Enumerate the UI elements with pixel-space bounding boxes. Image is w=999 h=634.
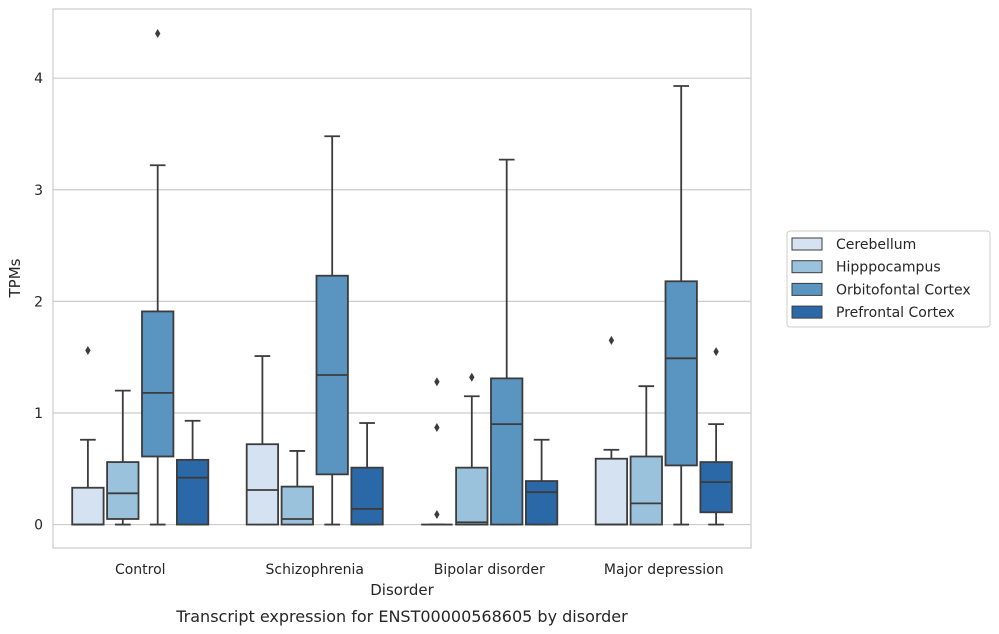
box-body <box>490 377 524 526</box>
outlier-point <box>469 372 475 382</box>
y-axis-title: TPMs <box>6 258 24 298</box>
x-axis-title: Disorder <box>370 581 434 599</box>
x-tick-label: Bipolar disorder <box>434 562 545 578</box>
box-2-0 <box>141 29 175 526</box>
box-body <box>141 310 175 458</box>
box-plots <box>71 29 733 526</box>
box-body <box>594 457 629 526</box>
legend-swatch <box>791 237 823 251</box>
box-1-1 <box>280 450 314 526</box>
box-3-2 <box>524 438 559 526</box>
box-body <box>455 466 489 526</box>
box-0-1 <box>245 355 280 526</box>
y-tick-labels: 0 1 2 3 4 <box>34 71 43 533</box>
outlier-point <box>85 345 91 355</box>
box-body <box>664 280 698 467</box>
legend-swatch <box>791 260 823 274</box>
box-1-0 <box>106 389 140 526</box>
box-body <box>524 480 559 526</box>
box-0-3 <box>594 335 629 526</box>
legend-frame <box>786 230 991 328</box>
box-body <box>699 461 733 514</box>
box-3-3 <box>699 347 733 526</box>
box-0-0 <box>71 345 105 526</box>
box-body <box>71 486 105 526</box>
box-3-0 <box>175 419 210 526</box>
y-tick-label: 3 <box>34 183 43 199</box>
box-body <box>629 455 663 526</box>
outlier-point <box>434 510 440 520</box>
box-2-3 <box>664 85 698 526</box>
outlier-point <box>608 335 615 345</box>
legend: Cerebellum Hipppocampus Orbitofontal Corte… <box>786 230 991 328</box>
box-3-1 <box>350 422 384 526</box>
legend-swatch <box>791 282 823 296</box>
legend-swatch <box>791 305 823 319</box>
y-tick-label: 4 <box>34 71 43 87</box>
y-tick-label: 2 <box>34 294 43 310</box>
x-tick-labels: Control Schizophrenia Bipolar disorder Majo… <box>115 562 724 578</box>
box-2-1 <box>315 135 349 526</box>
y-tick-label: 0 <box>34 518 43 534</box>
x-tick-label: Major depression <box>604 562 724 578</box>
box-body <box>245 443 280 526</box>
box-1-3 <box>629 385 663 526</box>
outlier-point <box>713 347 719 357</box>
outlier-point <box>434 422 440 432</box>
box-0-2 <box>421 377 453 526</box>
outlier-point <box>434 377 440 387</box>
x-tick-label: Control <box>115 562 166 578</box>
legend-label: Orbitofontal Cortex <box>836 282 971 298</box>
outlier-point <box>155 29 161 39</box>
y-tick-label: 1 <box>34 406 43 422</box>
legend-label: Prefrontal Cortex <box>836 305 955 321</box>
box-body <box>106 461 140 520</box>
chart-caption: Transcript expression for ENST0000056860… <box>175 607 628 626</box>
box-body <box>350 466 384 526</box>
box-1-2 <box>455 372 489 526</box>
box-2-2 <box>490 158 524 526</box>
box-body <box>175 458 210 526</box>
legend-label: Cerebellum <box>836 237 916 253</box>
x-tick-label: Schizophrenia <box>266 562 364 578</box>
legend-label: Hipppocampus <box>836 260 941 276</box>
